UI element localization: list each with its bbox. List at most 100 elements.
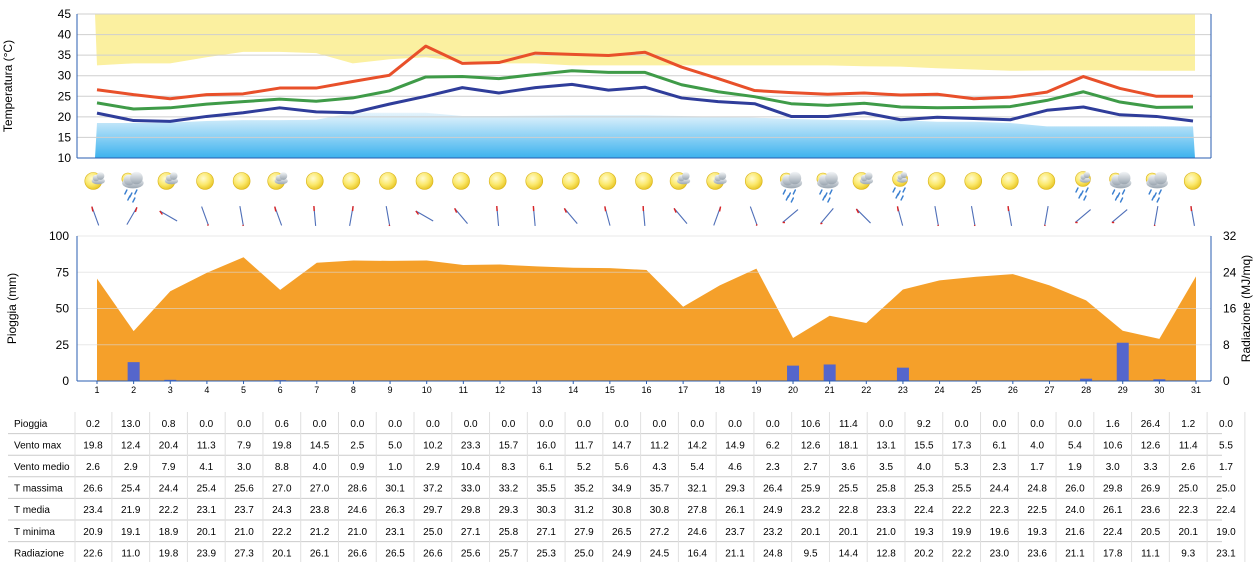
table-cell: 20.1 xyxy=(197,527,217,538)
wind-arrow-shaft xyxy=(934,206,939,226)
weather-sun-icon xyxy=(452,172,470,190)
rain-y-axis-label: Pioggia (mm) xyxy=(5,273,19,344)
table-cell: 21.2 xyxy=(310,527,330,538)
x-tick-label: 16 xyxy=(641,385,651,395)
table-cell: 0.0 xyxy=(313,419,327,430)
table-cell: 23.3 xyxy=(461,440,481,451)
raindrop xyxy=(900,195,904,201)
table-cell: 4.6 xyxy=(728,462,742,473)
table-cell: 25.0 xyxy=(574,548,594,559)
sun-icon xyxy=(744,172,763,190)
weather-sun-cloud-icon xyxy=(706,172,727,190)
table-cell: 7.9 xyxy=(237,440,251,451)
rain-tick-label: 0 xyxy=(62,374,69,388)
rain-tick-label: 25 xyxy=(56,338,70,352)
table-cell: 23.8 xyxy=(310,505,330,516)
x-tick-label: 21 xyxy=(825,385,835,395)
table-cell: 11.1 xyxy=(1141,548,1160,559)
cloud-part xyxy=(169,172,178,180)
x-tick-label: 17 xyxy=(678,385,688,395)
table-cell: 2.3 xyxy=(992,462,1006,473)
radiation-tick-label: 8 xyxy=(1223,338,1230,352)
table-cell: 15.5 xyxy=(914,440,934,451)
table-cell: 11.2 xyxy=(650,440,669,451)
temp-tick-label: 10 xyxy=(58,151,72,165)
table-cell: 25.5 xyxy=(839,484,859,495)
table-cell: 22.8 xyxy=(839,505,859,516)
table-cell: 0.0 xyxy=(879,419,893,430)
wind-arrow-icon xyxy=(563,207,578,225)
table-cell: 22.4 xyxy=(914,505,934,516)
raindrop xyxy=(892,187,896,193)
weather-sun-icon xyxy=(1037,172,1056,190)
table-cell: 9.3 xyxy=(1181,548,1195,559)
table-cell: 21.0 xyxy=(348,527,368,538)
rain-icon xyxy=(782,189,797,203)
table-cell: 4.0 xyxy=(313,462,327,473)
rain-icon xyxy=(892,187,906,201)
wind-arrow-head xyxy=(388,224,391,227)
sun-icon xyxy=(964,172,983,190)
temp-tick-label: 30 xyxy=(58,69,72,83)
wind-arrow-icon xyxy=(782,209,799,224)
x-tick-label: 22 xyxy=(861,385,871,395)
table-cell: 26.5 xyxy=(612,527,632,538)
table-cell: 35.7 xyxy=(650,484,670,495)
table-cell: 17.3 xyxy=(952,440,972,451)
cloud-icon xyxy=(1109,171,1132,189)
raindrop xyxy=(1151,195,1155,201)
wind-arrow-icon xyxy=(1044,206,1049,227)
wind-arrow-icon xyxy=(274,206,283,226)
table-cell: 25.6 xyxy=(461,548,481,559)
x-tick-label: 6 xyxy=(278,385,283,395)
table-cell: 25.8 xyxy=(876,484,896,495)
table-cell: 26.9 xyxy=(1141,484,1161,495)
wind-arrow-icon xyxy=(159,210,178,222)
weather-sun-icon xyxy=(598,172,617,190)
raindrop xyxy=(127,195,131,201)
table-cell: 31.2 xyxy=(574,505,594,516)
table-cell: 22.2 xyxy=(952,505,972,516)
rain-tick-label: 75 xyxy=(56,265,70,279)
wind-arrow-head xyxy=(563,208,567,213)
table-cell: 24.6 xyxy=(348,505,368,516)
table-cell: 25.3 xyxy=(536,548,556,559)
rain-icon xyxy=(1075,187,1089,201)
table-cell: 14.2 xyxy=(688,440,708,451)
cloud-icon xyxy=(164,172,179,185)
weather-cloud-rain-icon xyxy=(780,171,803,203)
wind-arrow-icon xyxy=(1190,206,1195,226)
table-cell: 20.9 xyxy=(83,527,103,538)
table-cell: 24.9 xyxy=(763,505,783,516)
table-cell: 23.6 xyxy=(1141,505,1161,516)
table-cell: 25.5 xyxy=(952,484,972,495)
wind-arrow-shaft xyxy=(563,207,578,225)
table-cell: 29.8 xyxy=(1103,484,1123,495)
table-cell: 33.2 xyxy=(499,484,519,495)
table-cell: 20.4 xyxy=(159,440,179,451)
table-cell: 27.8 xyxy=(688,505,708,516)
cloud-icon xyxy=(274,172,288,185)
cloud-part xyxy=(1117,171,1131,185)
table-cell: 17.8 xyxy=(1103,548,1123,559)
table-cell: 14.4 xyxy=(839,548,859,559)
weather-sun-icon xyxy=(562,172,580,190)
x-tick-label: 10 xyxy=(422,385,432,395)
table-cell: 22.2 xyxy=(272,527,292,538)
table-cell: 24.6 xyxy=(688,527,708,538)
table-cell: 25.4 xyxy=(121,484,141,495)
table-cell: 0.0 xyxy=(577,419,591,430)
x-tick-label: 2 xyxy=(131,385,136,395)
rain-bar xyxy=(823,364,836,381)
table-cell: 2.9 xyxy=(124,462,138,473)
cloud-part xyxy=(718,172,727,180)
data-table: Pioggia 0.2 13.0 0.8 0.0 0.0 0.6 0.0 0.0 0.0 0.0 0.… xyxy=(8,412,1246,562)
wind-arrow-icon xyxy=(749,206,758,226)
table-cell: 20.1 xyxy=(839,527,859,538)
table-cell: 26.5 xyxy=(385,548,405,559)
table-cell: 25.0 xyxy=(1216,484,1236,495)
sun-icon xyxy=(635,172,653,190)
table-cell: 22.4 xyxy=(1216,505,1236,516)
table-cell: 26.6 xyxy=(348,548,368,559)
table-cell: 0.0 xyxy=(464,419,478,430)
